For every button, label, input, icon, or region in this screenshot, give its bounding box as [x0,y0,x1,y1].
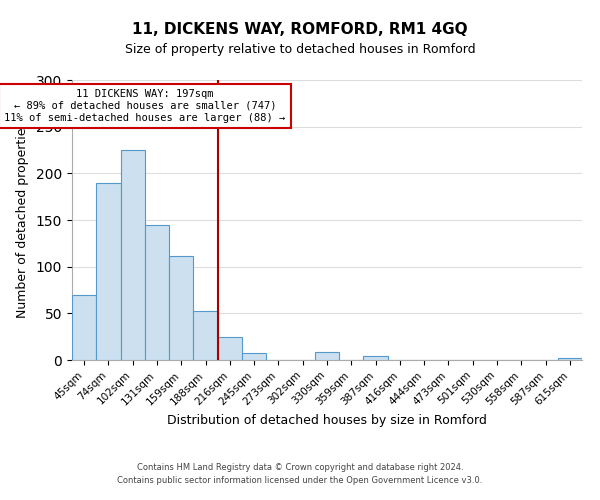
Text: 11, DICKENS WAY, ROMFORD, RM1 4GQ: 11, DICKENS WAY, ROMFORD, RM1 4GQ [132,22,468,38]
X-axis label: Distribution of detached houses by size in Romford: Distribution of detached houses by size … [167,414,487,426]
Bar [193,312,218,360]
Bar [72,294,96,360]
Bar [121,150,145,360]
Y-axis label: Number of detached properties: Number of detached properties [16,122,29,318]
Text: 11 DICKENS WAY: 197sqm
← 89% of detached houses are smaller (747)
11% of semi-de: 11 DICKENS WAY: 197sqm ← 89% of detached… [4,90,286,122]
Text: Size of property relative to detached houses in Romford: Size of property relative to detached ho… [125,42,475,56]
Bar [558,358,582,360]
Text: Contains HM Land Registry data © Crown copyright and database right 2024.
Contai: Contains HM Land Registry data © Crown c… [118,464,482,485]
Bar [315,352,339,360]
Bar [242,352,266,360]
Bar [145,224,169,360]
Bar [364,356,388,360]
Bar [96,182,121,360]
Bar [169,256,193,360]
Bar [218,336,242,360]
